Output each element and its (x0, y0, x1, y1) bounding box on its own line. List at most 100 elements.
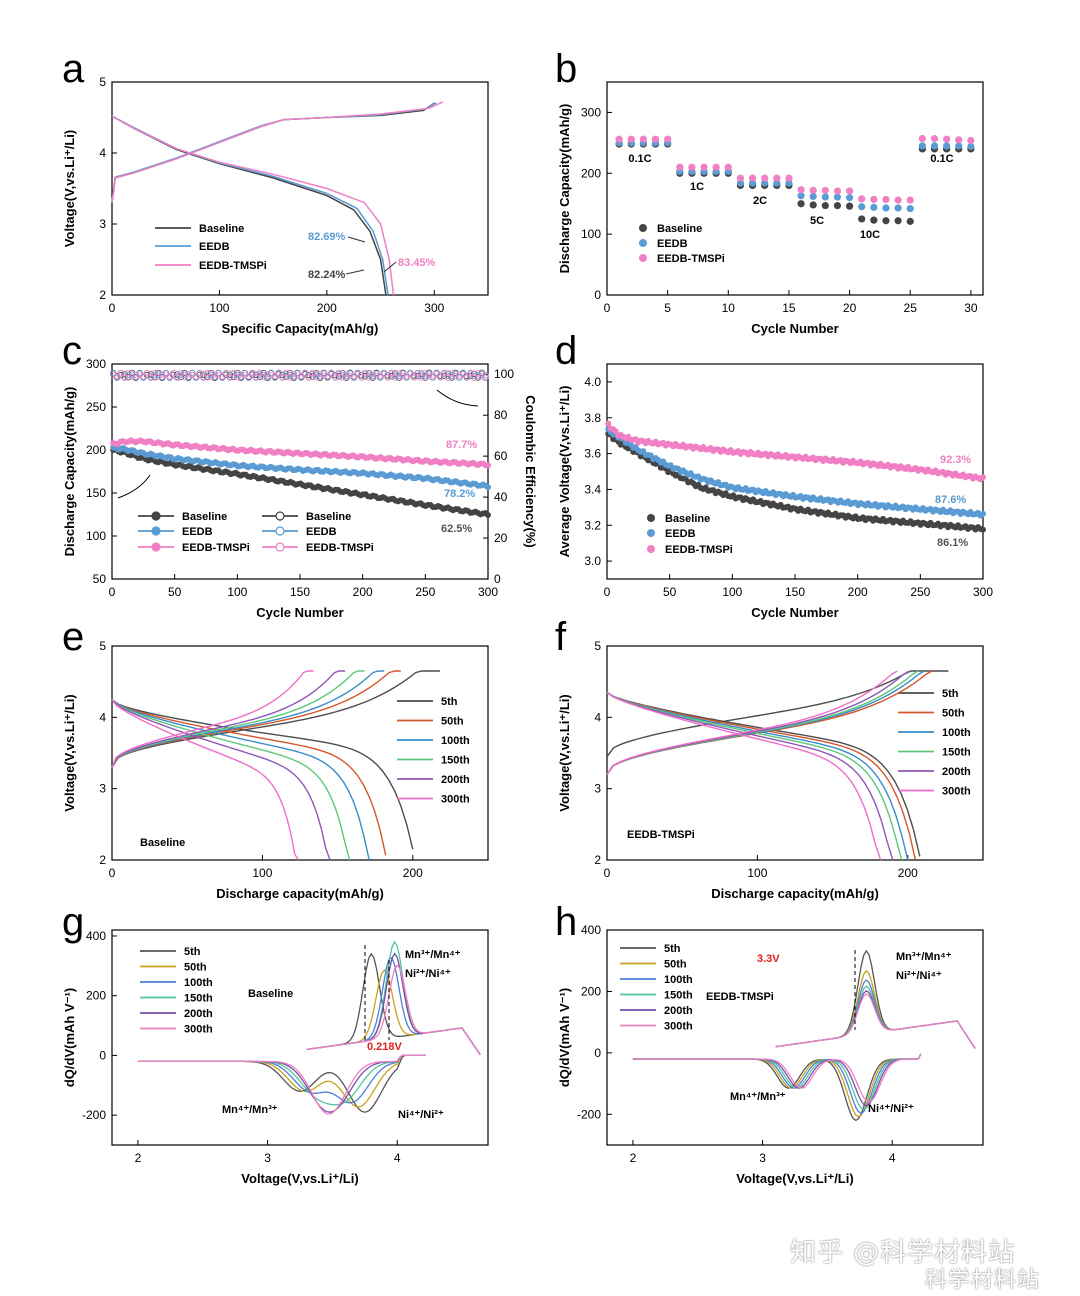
x-tick-label: 25 (904, 301, 918, 315)
y-tick-label: 5 (99, 639, 106, 653)
ce-point (267, 372, 275, 379)
ce-point (189, 369, 196, 377)
legend-marker (151, 542, 161, 552)
ce-point (166, 373, 173, 380)
data-point (785, 174, 793, 182)
ce-point (399, 370, 406, 377)
plot-frame (606, 81, 984, 296)
data-point (809, 201, 817, 209)
panel-letter: h (555, 900, 577, 944)
ce-point (200, 374, 207, 381)
ce-point (177, 369, 185, 377)
ce-point (234, 371, 241, 379)
data-point (906, 217, 914, 225)
ce-point (361, 369, 369, 377)
data-point (858, 203, 866, 211)
ce-point (444, 374, 452, 381)
y-tick-label: 2 (99, 853, 106, 867)
legend-marker (647, 545, 655, 553)
ce-point (279, 371, 286, 379)
ce-point (155, 371, 162, 378)
y-tick-label: 50 (93, 572, 107, 586)
x-tick-label: 4 (889, 1151, 896, 1165)
ce-point (410, 374, 418, 381)
x-tick-label: 0 (109, 866, 116, 880)
legend-marker (151, 526, 161, 536)
data-point (870, 216, 878, 224)
charge-curve (111, 670, 440, 768)
ce-point (305, 371, 312, 379)
plot-frame (606, 645, 984, 861)
data-point (858, 215, 866, 223)
rate-label: 1C (690, 181, 704, 193)
y-tick-label: 3.2 (584, 518, 601, 532)
redox-label-lower1: Mn⁴⁺/Mn³⁺ (222, 1104, 278, 1116)
data-point (809, 192, 817, 201)
ce-point (474, 374, 482, 381)
ce-point (237, 373, 245, 380)
data-point (967, 136, 975, 145)
ce-point (211, 373, 218, 380)
data-point (980, 526, 986, 533)
eedb-retention: 87.6% (935, 494, 966, 506)
annotation-arrow (345, 269, 365, 275)
legend-marker (275, 511, 285, 521)
ce-point (181, 369, 188, 377)
legend-label: EEDB-TMSPi (306, 542, 374, 554)
legend-label: 300th (441, 794, 470, 806)
data-point (845, 194, 854, 202)
ce-point (429, 372, 437, 379)
x-tick-label: 100 (252, 866, 272, 880)
ce-point (136, 371, 143, 378)
ce-point (433, 370, 440, 378)
capacity-point (485, 462, 491, 469)
x-tick-label: 4 (394, 1151, 401, 1165)
y-tick-label: 3.8 (584, 411, 601, 425)
plot-frame (111, 645, 489, 861)
ce-point (132, 371, 140, 378)
shift-annotation: 0.218V (367, 1041, 403, 1053)
y-tick-label: 300 (581, 105, 601, 119)
redox-label-lower2: Ni⁴⁺/Ni²⁺ (868, 1103, 914, 1115)
ce-point (279, 374, 286, 381)
ce-point (463, 374, 470, 381)
ce-point (136, 369, 143, 377)
ce-point (425, 372, 433, 380)
data-point (955, 142, 963, 150)
ce-point (264, 370, 271, 378)
ce-point (373, 370, 380, 377)
data-point (821, 186, 829, 194)
ce-point (241, 372, 249, 379)
ce-point (448, 374, 455, 381)
y-tick-label: 2 (99, 288, 106, 302)
redox-label-lower1: Mn⁴⁺/Mn³⁺ (730, 1091, 786, 1103)
x-tick-label: 200 (353, 585, 373, 599)
ce-point (222, 370, 230, 377)
x-tick-label: 30 (964, 301, 978, 315)
panel-letter: b (555, 47, 577, 91)
tmspi-retention: 87.7% (446, 439, 477, 451)
ce-point (403, 374, 410, 381)
y-axis-title: dQ/dV(mAh V⁻¹) (557, 988, 572, 1087)
y-tick-label: 0 (594, 1046, 601, 1060)
ce-point (467, 372, 474, 379)
ce-point (339, 374, 346, 381)
ce-point (482, 374, 489, 381)
ce-point (455, 374, 463, 381)
ce-point (369, 370, 376, 377)
ce-point (418, 374, 425, 381)
ce-point (403, 372, 410, 379)
x-tick-label: 200 (848, 585, 868, 599)
ce-point (275, 370, 282, 377)
legend-label: 150th (441, 755, 470, 767)
ce-point (429, 374, 437, 381)
legend-marker (639, 224, 647, 232)
y-tick-label: 100 (86, 529, 106, 543)
y-tick-label: -200 (82, 1108, 106, 1122)
x-tick-label: 50 (168, 585, 182, 599)
data-point (724, 163, 732, 171)
ce-point (143, 369, 151, 377)
panel-label: EEDB-TMSPi (706, 991, 774, 1003)
